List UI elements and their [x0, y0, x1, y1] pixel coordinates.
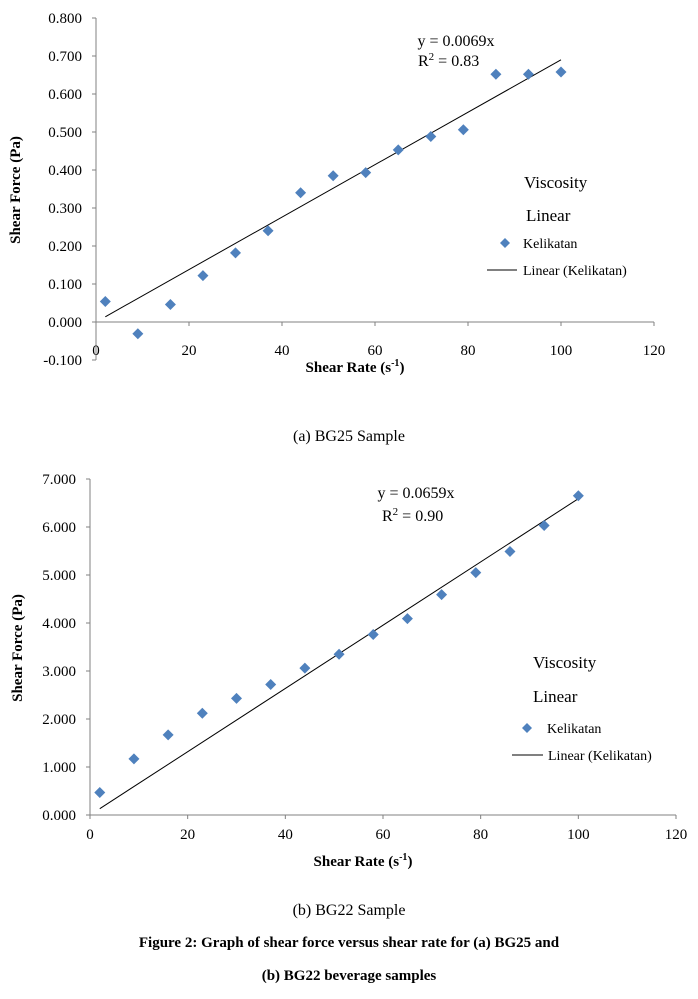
data-point-diamond: [262, 225, 274, 237]
x-tick-label: 100: [550, 343, 573, 359]
legend-marker-diamond: [522, 723, 532, 733]
legend-label-kelikatan: Kelikatan: [547, 722, 601, 737]
y-tick-label: 2.000: [42, 712, 76, 728]
x-tick-label: 80: [473, 827, 488, 843]
data-point-diamond: [367, 629, 379, 641]
y-tick-label: 0.400: [48, 163, 82, 179]
y-tick-label: 0.000: [42, 808, 76, 824]
legend-marker-diamond: [500, 238, 510, 248]
data-point-diamond: [360, 167, 372, 179]
r-squared: R2 = 0.83: [418, 51, 479, 70]
data-point-diamond: [401, 613, 413, 625]
caption-b: (b) BG22 Sample: [292, 902, 406, 919]
data-point-diamond: [230, 247, 241, 259]
x-tick-label: 20: [180, 827, 195, 843]
chart-a-bg25: 0.800 0.700 0.600 0.500 0.400 0.300 0.200 0.100…: [8, 11, 665, 376]
data-point-diamond: [164, 299, 176, 311]
data-point-diamond: [265, 678, 277, 690]
x-tick-label: 0: [92, 343, 100, 359]
data-point-diamond: [99, 295, 111, 307]
data-point-diamond: [522, 68, 534, 80]
y-tick-label: 6.000: [42, 520, 76, 536]
y-tick-label: 0.700: [48, 49, 82, 65]
y-tick-label: 0.200: [48, 239, 82, 255]
x-tick-label: 120: [665, 827, 688, 843]
data-point-diamond: [538, 520, 550, 532]
data-point-diamond: [162, 729, 174, 741]
legend-title-viscosity: Viscosity: [533, 653, 597, 672]
x-tick-label: 120: [643, 343, 666, 359]
figure-caption-line2: (b) BG22 beverage samples: [261, 968, 437, 984]
x-tick-label: 80: [461, 343, 476, 359]
legend-title-linear: Linear: [526, 206, 571, 225]
legend-title-viscosity: Viscosity: [524, 173, 588, 192]
x-axis-title: Shear Rate (s-1): [314, 852, 413, 870]
data-point-diamond: [196, 707, 208, 719]
y-axis-title: Shear Force (Pa): [8, 136, 24, 244]
trendline: [105, 59, 562, 318]
y-tick-label: -0.100: [43, 353, 82, 369]
y-tick-label: 0.800: [48, 11, 82, 27]
legend-label-linear-kelikatan: Linear (Kelikatan): [523, 264, 627, 279]
data-point-diamond: [231, 692, 242, 704]
data-point-diamond: [470, 567, 482, 579]
data-point-diamond: [132, 328, 144, 340]
data-point-diamond: [94, 786, 106, 798]
y-axis-title: Shear Force (Pa): [10, 594, 26, 702]
x-axis-title: Shear Rate (s-1): [306, 358, 405, 376]
data-point-diamond: [299, 662, 311, 674]
x-tick-label: 60: [368, 343, 383, 359]
data-point-diamond: [504, 545, 516, 557]
trend-equation: y = 0.0659x: [377, 485, 454, 502]
x-tick-label: 100: [567, 827, 590, 843]
y-tick-label: 0.100: [48, 277, 82, 293]
y-tick-label: 4.000: [42, 616, 76, 632]
x-tick-label: 40: [275, 343, 290, 359]
y-tick-label: 1.000: [42, 760, 76, 776]
data-point-diamond: [572, 490, 584, 502]
y-tick-label: 0.500: [48, 125, 82, 141]
y-tick-label: 5.000: [42, 568, 76, 584]
data-point-diamond: [457, 124, 469, 136]
x-tick-label: 40: [278, 827, 293, 843]
data-point-diamond: [490, 68, 502, 80]
y-tick-label: 0.300: [48, 201, 82, 217]
data-point-diamond: [436, 589, 448, 601]
chart-b-bg22: 7.000 6.000 5.000 4.000 3.000 2.000 1.000 0.000…: [10, 472, 687, 870]
y-tick-label: 7.000: [42, 472, 76, 488]
data-point-diamond: [128, 753, 140, 765]
data-point-diamond: [333, 648, 345, 660]
legend-title-linear: Linear: [533, 687, 578, 706]
x-tick-label: 60: [376, 827, 391, 843]
data-point-diamond: [295, 187, 307, 199]
trend-equation: y = 0.0069x: [417, 33, 494, 50]
y-tick-label: 0.600: [48, 87, 82, 103]
data-point-diamond: [555, 66, 567, 78]
x-tick-label: 0: [86, 827, 94, 843]
figure-caption-line1: Figure 2: Graph of shear force versus sh…: [138, 935, 560, 951]
y-tick-label: 0.000: [48, 315, 82, 331]
caption-a: (a) BG25 Sample: [293, 428, 405, 445]
legend-label-kelikatan: Kelikatan: [523, 237, 577, 252]
data-point-diamond: [392, 144, 404, 156]
legend-label-linear-kelikatan: Linear (Kelikatan): [548, 749, 652, 764]
y-tick-label: 3.000: [42, 664, 76, 680]
r-squared: R2 = 0.90: [382, 506, 443, 525]
x-tick-label: 20: [182, 343, 197, 359]
data-point-diamond: [197, 270, 209, 282]
data-point-diamond: [425, 131, 437, 143]
data-point-diamond: [327, 170, 339, 182]
